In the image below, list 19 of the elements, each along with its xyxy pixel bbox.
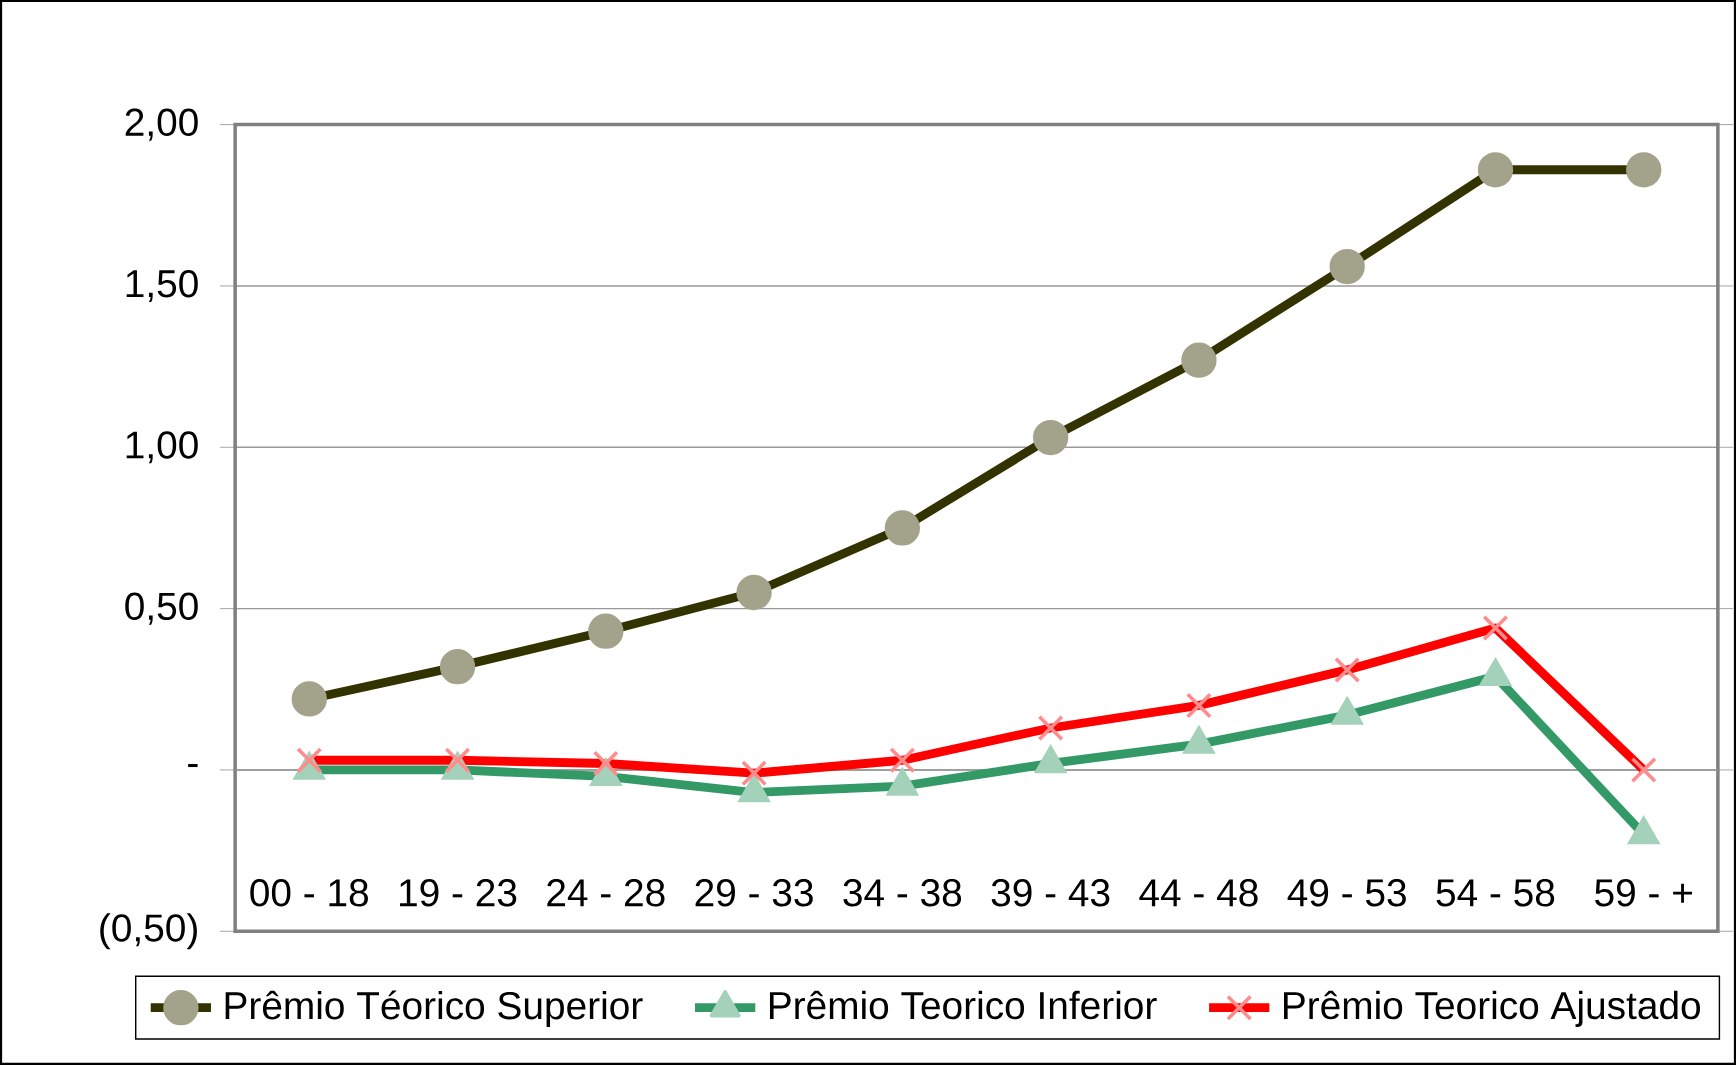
legend-label: Prêmio Teorico Inferior: [769, 990, 1157, 1020]
x-tick-label: 00 - 18: [250, 879, 368, 907]
x-tick-label: 49 - 53: [1287, 879, 1406, 907]
legend-label: Prêmio Teorico Ajustado: [1284, 990, 1700, 1027]
y-tick-label: 1,00: [126, 431, 198, 464]
x-tick-label: 34 - 38: [843, 879, 962, 907]
x-tick-label: 54 - 58: [1436, 879, 1555, 907]
x-tick-label: 19 - 23: [400, 879, 517, 907]
x-tick-label: 39 - 43: [991, 879, 1110, 907]
y-tick-label: -: [188, 764, 198, 768]
x-tick-label: 59 - +: [1595, 879, 1692, 907]
x-tick-label: 44 - 48: [1139, 879, 1258, 907]
legend-label: Prêmio Téorico Superior: [225, 990, 643, 1028]
x-tick-label: 24 - 28: [547, 879, 665, 907]
y-tick-label: 2,00: [125, 108, 198, 141]
x-tick-label: 29 - 33: [695, 879, 813, 907]
y-tick-label: 0,50: [125, 592, 198, 625]
y-tick-label: 1,50: [126, 269, 198, 303]
y-tick-label: (0,50): [100, 913, 197, 950]
